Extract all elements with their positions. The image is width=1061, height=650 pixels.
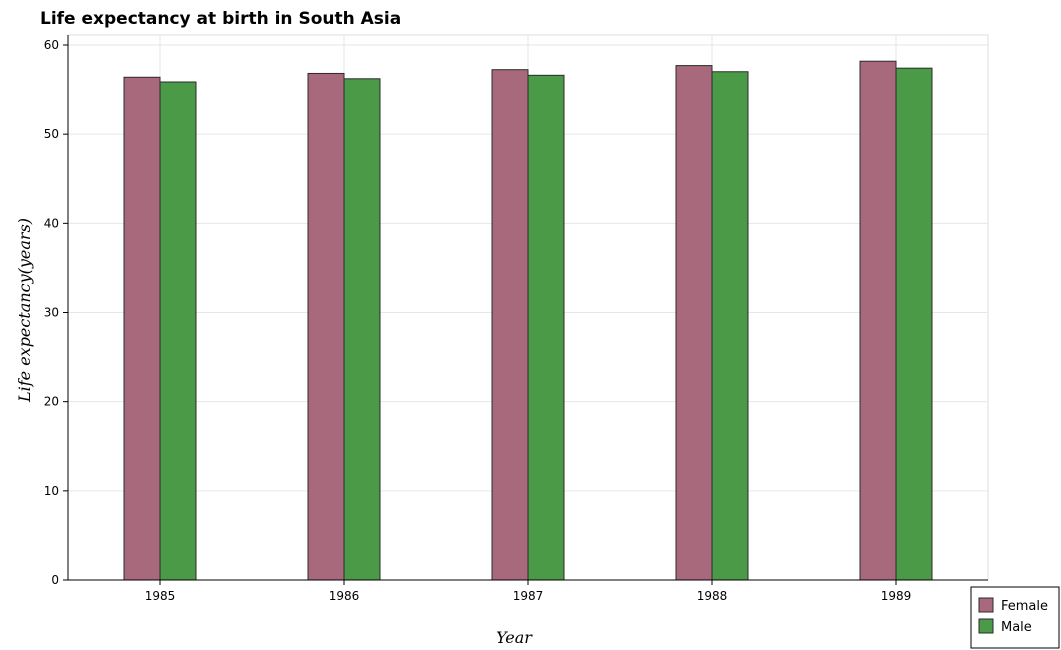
y-tick-label: 40 (44, 216, 59, 230)
x-tick-label: 1988 (697, 589, 728, 603)
y-tick-label: 30 (44, 306, 59, 320)
bar-male-1986 (343, 78, 381, 581)
plot-area: 0 10 20 30 40 50 60 1985 1986 1987 1988 1989 (44, 34, 989, 603)
x-tick-label: 1985 (145, 589, 176, 603)
x-tick-label: 1987 (513, 589, 544, 603)
bar-female-1986 (307, 72, 345, 581)
bar-female-1987 (491, 69, 529, 581)
y-tick-label: 10 (44, 484, 59, 498)
legend: Female Male (970, 586, 1060, 649)
y-tick-label: 50 (44, 127, 59, 141)
x-axis-label: Year (496, 628, 533, 647)
legend-swatch-female (978, 597, 994, 613)
legend-label-male: Male (1001, 620, 1032, 635)
legend-label-female: Female (1001, 599, 1048, 614)
bar-male-1989 (895, 67, 933, 581)
bar-male-1987 (527, 74, 565, 581)
y-tick-label: 20 (44, 395, 59, 409)
x-tick-label: 1989 (881, 589, 912, 603)
bar-female-1988 (675, 65, 713, 581)
legend-box (970, 586, 1060, 649)
bar-male-1988 (711, 71, 749, 581)
chart-title: Life expectancy at birth in South Asia (40, 9, 401, 29)
bar-female-1989 (859, 60, 897, 581)
x-tick-label: 1986 (329, 589, 360, 603)
y-tick-label: 60 (44, 38, 59, 52)
bar-male-1985 (159, 81, 197, 581)
bar-female-1985 (123, 76, 161, 581)
y-axis-label: Life expectancy(years) (15, 218, 34, 403)
legend-swatch-male (978, 618, 994, 634)
y-tick-label: 0 (51, 573, 59, 587)
